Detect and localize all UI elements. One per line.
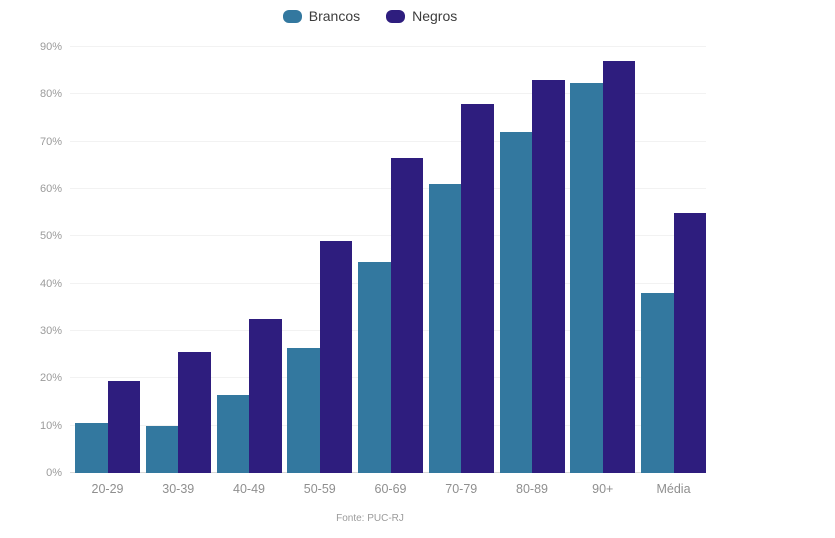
x-axis-label-30-39: 30-39 <box>162 482 195 496</box>
bar-negros-60-69[interactable] <box>390 158 423 473</box>
bar-negros-50-59[interactable] <box>319 241 353 473</box>
bar-brancos-80-89[interactable] <box>499 132 532 473</box>
gridline-60 <box>70 188 706 189</box>
legend-item-negros[interactable]: Negros <box>386 8 457 24</box>
bar-negros-70-79[interactable] <box>461 103 494 473</box>
y-tick-label-90: 90% <box>39 41 62 53</box>
y-tick-label-0: 0% <box>46 467 62 479</box>
y-tick-label-10: 10% <box>39 419 62 432</box>
y-tick-label-60: 60% <box>39 183 62 195</box>
x-axis-label-70-79: 70-79 <box>445 482 478 496</box>
bar-brancos-60-69[interactable] <box>358 262 391 473</box>
plot-area <box>70 46 706 473</box>
negros-swatch-icon <box>386 9 406 23</box>
bar-brancos-90+[interactable] <box>570 82 603 473</box>
bar-brancos-40-49[interactable] <box>216 394 249 473</box>
y-tick-label-50: 50% <box>39 230 62 243</box>
bar-negros-40-49[interactable] <box>249 319 282 473</box>
y-tick-label-40: 40% <box>39 277 62 290</box>
chart-legend: Brancos Negros <box>0 8 740 24</box>
gridline-50 <box>70 235 706 237</box>
bar-brancos-70-79[interactable] <box>428 184 462 473</box>
bar-brancos-50-59[interactable] <box>287 347 320 473</box>
bar-negros-80-89[interactable] <box>532 80 565 473</box>
x-axis-label-90+: 90+ <box>592 482 614 496</box>
bar-negros-30-39[interactable] <box>178 352 211 473</box>
gridline-70 <box>70 140 706 142</box>
legend-label-negros: Negros <box>412 8 458 24</box>
brancos-swatch-icon <box>282 9 302 23</box>
x-axis-label-60-69: 60-69 <box>374 482 407 496</box>
y-axis: 0% 10% 20% 30% 40% 50% 60% 70% 80% 90% <box>0 41 62 479</box>
x-axis-label-média: Média <box>656 482 691 496</box>
source-note: Fonte: PUC-RJ <box>336 513 404 524</box>
bar-negros-90+[interactable] <box>602 61 636 473</box>
legend-label-brancos: Brancos <box>308 8 361 24</box>
y-tick-label-20: 20% <box>39 372 62 385</box>
x-axis-label-20-29: 20-29 <box>91 482 124 496</box>
gridline-90 <box>70 46 706 47</box>
y-tick-label-80: 80% <box>39 88 62 101</box>
bar-negros-média[interactable] <box>673 212 706 473</box>
bar-brancos-20-29[interactable] <box>75 423 108 473</box>
x-axis-label-50-59: 50-59 <box>303 482 336 496</box>
x-axis-label-80-89: 80-89 <box>516 482 548 496</box>
bar-brancos-média[interactable] <box>641 293 674 473</box>
y-tick-label-30: 30% <box>39 325 62 337</box>
x-axis: 20-29 30-39 40-49 50-59 60-69 70-79 80-89 90+ Mé… <box>0 473 835 499</box>
x-axis-label-40-49: 40-49 <box>233 482 265 496</box>
bar-brancos-30-39[interactable] <box>145 425 179 473</box>
y-tick-label-70: 70% <box>39 135 62 148</box>
gridline-80 <box>70 93 706 95</box>
legend-item-brancos[interactable]: Brancos <box>282 8 361 24</box>
bar-negros-20-29[interactable] <box>107 380 140 473</box>
